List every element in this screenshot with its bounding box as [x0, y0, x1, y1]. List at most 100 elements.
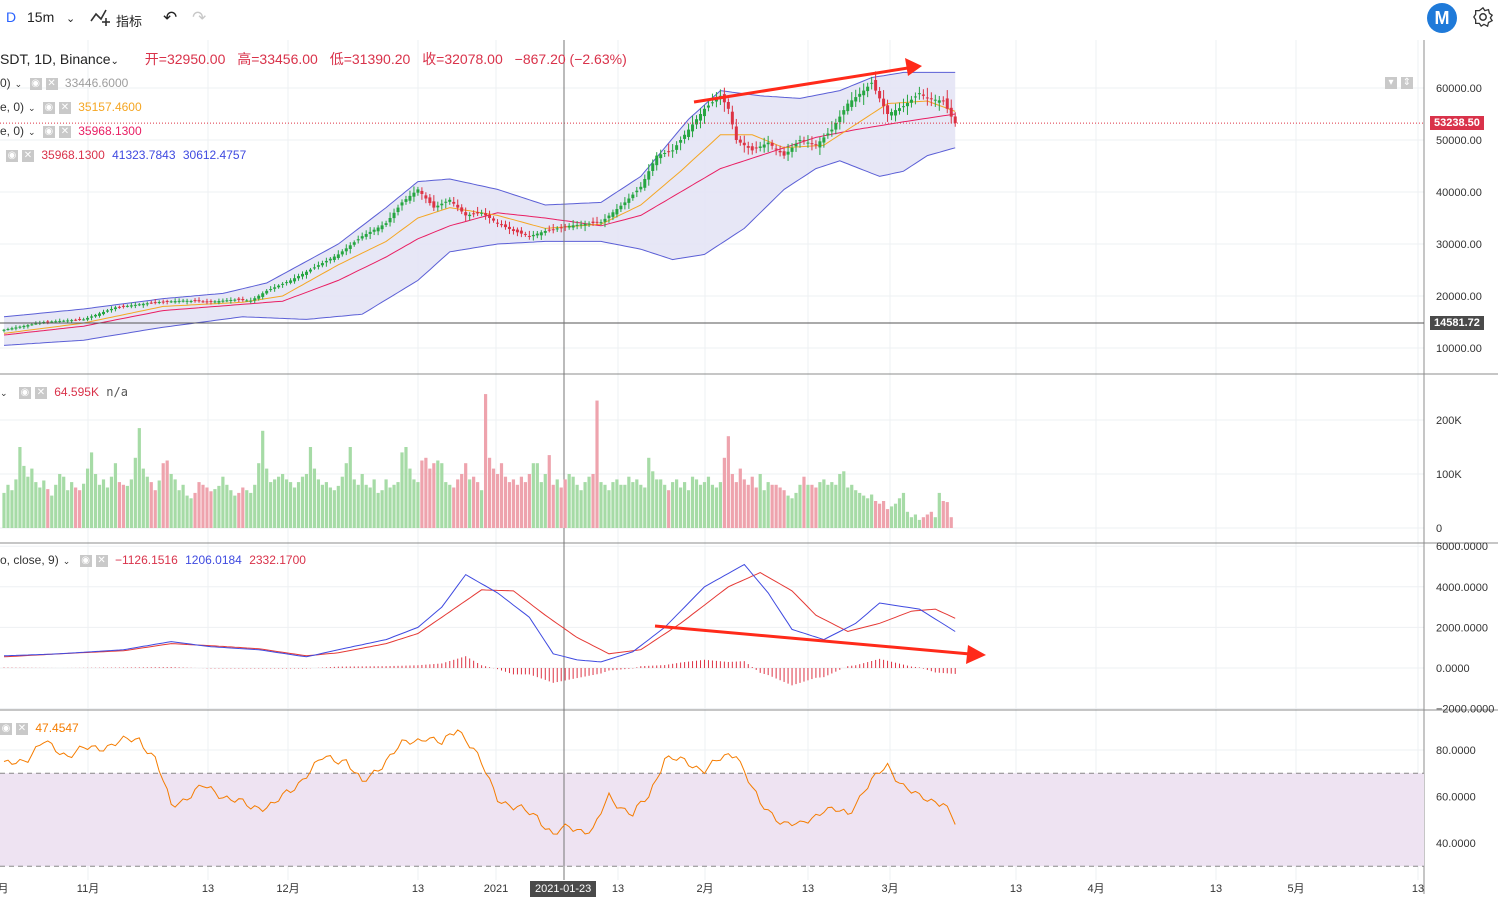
volume-bar [10, 490, 14, 528]
candle-body [488, 214, 492, 218]
legend-chevron-icon[interactable]: ⌄ [28, 127, 36, 137]
candle-body [539, 232, 543, 236]
volume-bar [635, 479, 639, 528]
legend-bollinger: ◉ ✕ 35968.1300 41323.7843 30612.4757 [6, 148, 250, 162]
time-axis-label: 6月 [0, 883, 9, 894]
collapse-pane-icon[interactable]: ▾ [1385, 77, 1397, 89]
eye-icon[interactable]: ◉ [42, 101, 55, 114]
price-axis-label: 40000.00 [1436, 187, 1482, 199]
candle-body [90, 316, 94, 318]
maximize-pane-icon[interactable]: ⇕ [1401, 77, 1413, 89]
candle-body [866, 86, 870, 92]
legend-chevron-icon[interactable]: ⌄ [0, 388, 8, 398]
candle-body [535, 233, 539, 236]
candle-body [782, 151, 786, 156]
legend-chevron-icon[interactable]: ⌄ [28, 103, 36, 113]
volume-bar [205, 487, 209, 528]
candle-body [66, 320, 70, 322]
candle-body [2, 329, 6, 331]
close-icon[interactable]: ✕ [16, 722, 28, 735]
volume-bar [583, 482, 587, 528]
interval-selector[interactable]: 15m [27, 9, 55, 25]
macd-axis-label: 4000.0000 [1436, 582, 1488, 594]
volume-bar [543, 474, 547, 528]
candle-body [308, 269, 312, 272]
volume-bar [428, 468, 432, 528]
trend-arrow-line [693, 66, 909, 104]
volume-bar [265, 468, 269, 528]
volume-bar [535, 463, 539, 528]
legend-macd: o, close, 9) ⌄ ◉ ✕ −1126.1516 1206.0184 23… [0, 553, 310, 567]
chart-canvas[interactable]: 10000.00 20000.00 30000.00 40000.00 50000.00… [0, 38, 1498, 894]
time-axis-label: 4月 [1087, 883, 1104, 894]
indicators-icon[interactable] [90, 7, 112, 30]
legend-ma1-name[interactable]: 0) [0, 76, 11, 90]
close-icon[interactable]: ✕ [22, 149, 34, 162]
close-icon[interactable]: ✕ [45, 77, 58, 90]
volume-bar [125, 485, 129, 528]
close-icon[interactable]: ✕ [34, 386, 47, 399]
eye-icon[interactable]: ◉ [42, 125, 55, 138]
symbol-chevron-down-icon[interactable]: ⌄ [110, 56, 119, 67]
candle-body [627, 198, 631, 203]
candle-body [46, 321, 50, 323]
candle-body [416, 189, 420, 193]
candle-body [551, 229, 555, 231]
volume-bar [66, 490, 70, 528]
candle-body [289, 280, 293, 283]
candle-body [448, 199, 452, 202]
price-axis: 10000.00 20000.00 30000.00 40000.00 50000.00… [0, 83, 1494, 894]
volume-bar [229, 490, 233, 528]
brand-logo: M [1427, 3, 1457, 33]
eye-icon[interactable]: ◉ [29, 77, 42, 90]
candle-body [734, 126, 738, 140]
eye-icon[interactable]: ◉ [0, 722, 12, 735]
settings-gear-icon[interactable] [1472, 6, 1494, 31]
candle-body [806, 142, 810, 144]
volume-bar [563, 479, 567, 528]
close-icon[interactable]: ✕ [58, 125, 71, 138]
legend-volume-value: 64.595K [54, 385, 99, 399]
redo-icon: ↷ [192, 8, 207, 27]
legend-ma2-name[interactable]: e, 0) [0, 100, 25, 114]
rsi-axis-label: 80.0000 [1436, 745, 1476, 757]
candle-body [846, 103, 850, 112]
symbol-title[interactable]: SDT, 1D, Binance [0, 51, 111, 67]
candle-body [58, 320, 62, 322]
volume-bar [432, 463, 436, 528]
candle-body [440, 203, 444, 206]
eye-icon[interactable]: ◉ [18, 386, 31, 399]
candle-body [921, 94, 925, 96]
volume-bar [734, 482, 738, 528]
volume-bar [384, 479, 388, 528]
legend-chevron-icon[interactable]: ⌄ [14, 79, 23, 89]
candle-body [340, 251, 344, 255]
candle-body [786, 151, 790, 155]
undo-icon[interactable]: ↶ [163, 8, 178, 27]
candle-body [850, 100, 854, 107]
volume-bar [372, 479, 376, 528]
legend-macd-name[interactable]: o, close, 9) [0, 553, 59, 567]
volume-bar [663, 484, 667, 528]
indicators-button[interactable]: 指标 [116, 14, 143, 29]
legend-ma3-name[interactable]: e, 0) [0, 124, 25, 138]
volume-bar [34, 482, 38, 528]
candle-body [874, 80, 878, 91]
eye-icon[interactable]: ◉ [6, 149, 18, 162]
crosshair-date-tag: 2021-01-23 [530, 881, 597, 897]
volume-bar [941, 501, 945, 528]
candle-body [929, 98, 933, 100]
interval-chevron-down-icon[interactable]: ⌄ [66, 13, 76, 25]
close-icon[interactable]: ✕ [58, 101, 71, 114]
candle-body [185, 300, 189, 302]
candle-body [699, 114, 702, 121]
volume-bar [487, 457, 492, 528]
volume-bar [165, 460, 169, 528]
eye-icon[interactable]: ◉ [79, 554, 92, 567]
volume-bar [830, 482, 834, 528]
volume-bar [201, 484, 205, 528]
candle-body [695, 119, 699, 125]
legend-chevron-icon[interactable]: ⌄ [62, 556, 71, 566]
symbol-button[interactable]: D [6, 9, 17, 25]
close-icon[interactable]: ✕ [95, 554, 108, 567]
